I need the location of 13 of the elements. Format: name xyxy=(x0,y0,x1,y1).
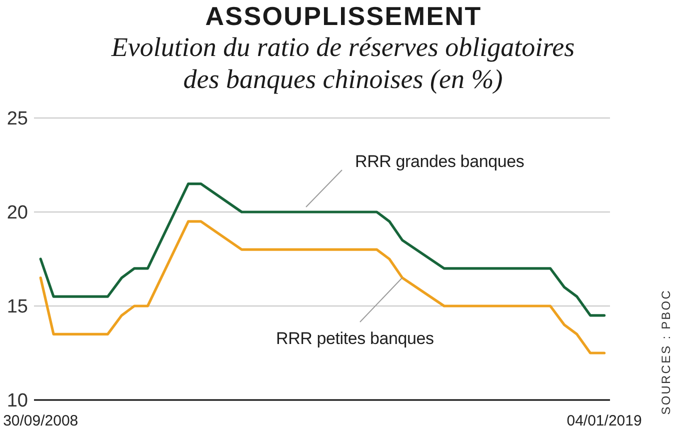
y-tick-label: 10 xyxy=(6,390,28,412)
y-tick-label: 15 xyxy=(6,296,28,318)
y-tick-label: 20 xyxy=(6,202,28,224)
source-note: SOURCES : PBOC xyxy=(659,289,673,415)
x-tick-label: 30/09/2008 xyxy=(3,412,78,430)
chart-title: ASSOUPLISSEMENT xyxy=(204,1,483,31)
line-series xyxy=(39,182,606,317)
chart-subtitle: Evolution du ratio de réserves obligatoires des banques chinoises (en %) xyxy=(110,31,576,95)
x-tick-label: 04/01/2019 xyxy=(566,412,642,430)
y-tick-label: 25 xyxy=(6,108,28,130)
text: RRR grandes banques xyxy=(355,151,524,172)
series-label: RRR petites banques xyxy=(276,328,434,349)
line-series xyxy=(39,220,606,354)
